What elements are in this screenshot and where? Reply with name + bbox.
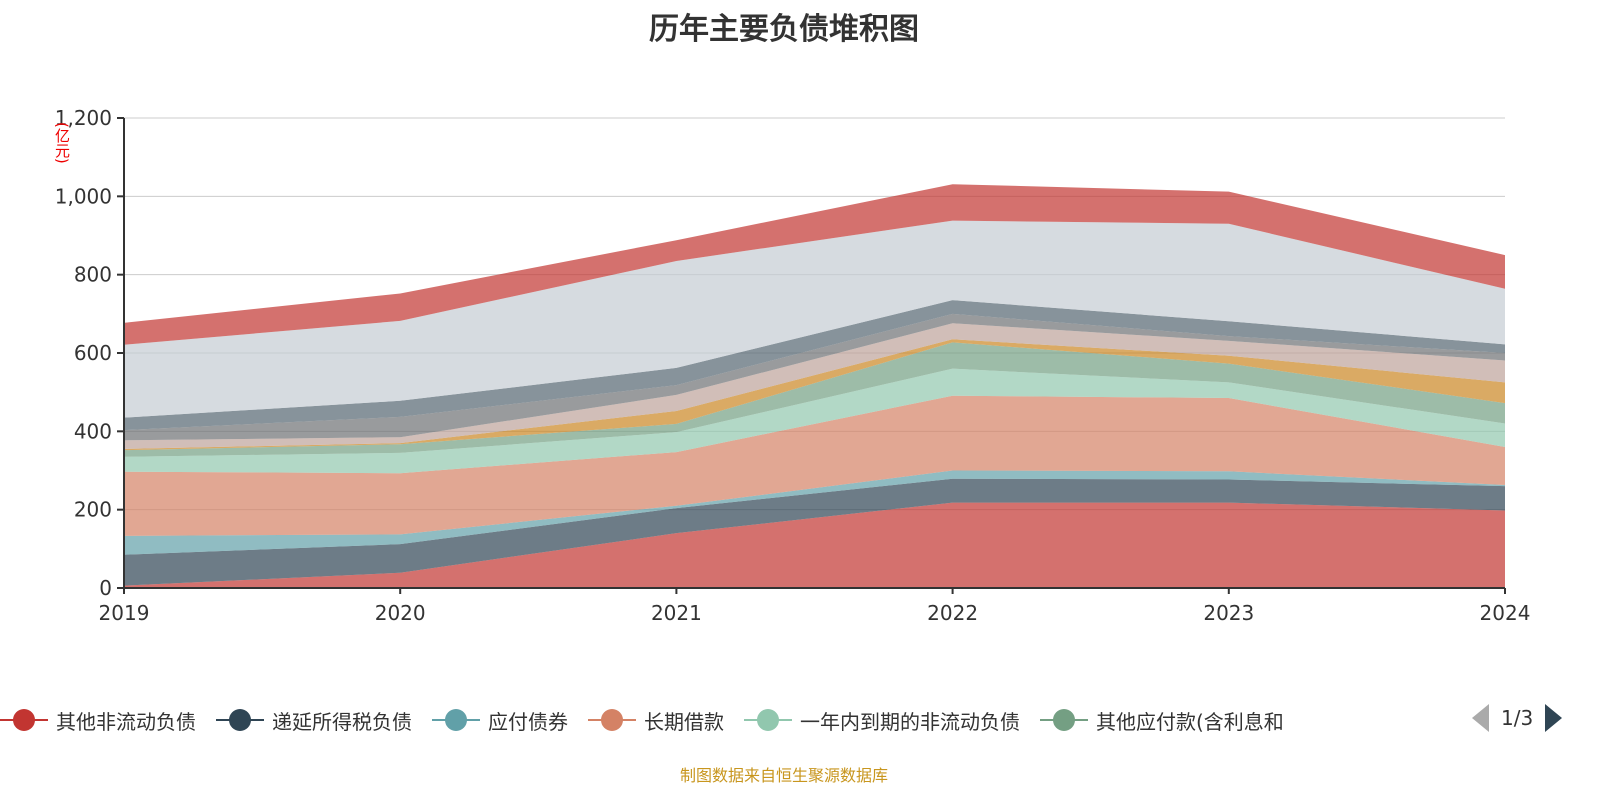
area-series-6 bbox=[124, 342, 1505, 457]
area-series-12 bbox=[124, 184, 1505, 345]
legend-label: 其他非流动负债 bbox=[56, 709, 196, 734]
area-series-5 bbox=[124, 368, 1505, 474]
legend-label: 其他应付款(含利息和 bbox=[1096, 709, 1284, 734]
legend-label: 应付债券 bbox=[488, 709, 568, 734]
legend-circle-icon bbox=[744, 708, 792, 732]
area-series-4 bbox=[124, 395, 1505, 536]
chart-title: 历年主要负债堆积图 bbox=[649, 12, 919, 47]
y-tick-label: 1,200 bbox=[55, 106, 112, 130]
y-tick-label: 1,000 bbox=[55, 184, 112, 208]
x-tick-label: 2020 bbox=[375, 601, 426, 625]
legend-page-indicator: 1/3 bbox=[1501, 706, 1534, 730]
y-axis-unit-label: (亿元) bbox=[53, 122, 71, 164]
area-series-2 bbox=[124, 478, 1505, 586]
area-series-3 bbox=[124, 470, 1505, 555]
legend-pager: 1/3 bbox=[1472, 704, 1563, 732]
legend-circle-icon bbox=[1040, 708, 1088, 732]
area-series-1 bbox=[124, 502, 1505, 588]
x-tick-label: 2023 bbox=[1203, 601, 1254, 625]
area-series-11 bbox=[124, 220, 1505, 418]
legend-item[interactable]: 递延所得税负债 bbox=[216, 706, 412, 735]
legend-item[interactable]: 其他非流动负债 bbox=[0, 706, 196, 735]
data-source-note: 制图数据来自恒生聚源数据库 bbox=[679, 766, 888, 785]
x-tick-label: 2024 bbox=[1480, 601, 1531, 625]
legend-prev-page-icon[interactable] bbox=[1472, 704, 1489, 732]
x-tick-label: 2022 bbox=[927, 601, 978, 625]
legend-circle-icon bbox=[0, 708, 48, 732]
legend-circle-icon bbox=[588, 708, 636, 732]
stacked-area-chart: 0 200 400 600 800 1,000 1,200 2019 2020 2021 2022 2… bbox=[55, 106, 1531, 625]
y-tick-label: 800 bbox=[74, 263, 112, 287]
y-tick-label: 0 bbox=[99, 576, 112, 600]
legend-item[interactable]: 一年内到期的非流动负债 bbox=[744, 706, 1020, 735]
legend-next-page-icon[interactable] bbox=[1545, 704, 1563, 732]
legend-label: 递延所得税负债 bbox=[272, 709, 412, 734]
legend-item[interactable]: 长期借款 bbox=[588, 706, 724, 735]
legend-label: 长期借款 bbox=[644, 709, 724, 734]
legend-circle-icon bbox=[432, 708, 480, 732]
legend-label: 一年内到期的非流动负债 bbox=[800, 709, 1020, 734]
legend-item[interactable]: 其他应付款(含利息和 bbox=[1040, 706, 1284, 735]
legend: 其他非流动负债 递延所得税负债 应付债券 长期借款 一年内到期的非流动负债 其他应付款(含… bbox=[0, 704, 1304, 736]
area-series-10 bbox=[124, 300, 1505, 431]
y-tick-label: 200 bbox=[74, 498, 112, 522]
y-tick-label: 600 bbox=[74, 341, 112, 365]
x-tick-label: 2019 bbox=[99, 601, 150, 625]
x-tick-label: 2021 bbox=[651, 601, 702, 625]
legend-item[interactable]: 应付债券 bbox=[432, 706, 568, 735]
y-tick-label: 400 bbox=[74, 419, 112, 443]
area-series-9 bbox=[124, 313, 1505, 441]
legend-circle-icon bbox=[216, 708, 264, 732]
